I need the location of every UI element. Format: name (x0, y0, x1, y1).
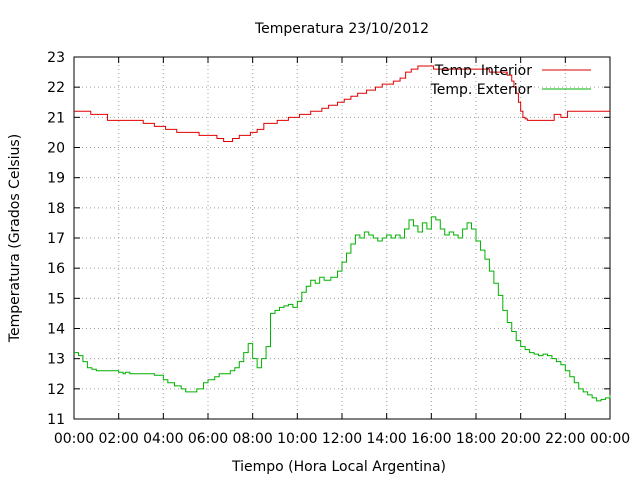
x-tick-label: 12:00 (322, 431, 362, 447)
x-tick-label: 18:00 (456, 431, 496, 447)
y-tick-label: 15 (47, 291, 65, 307)
legend-label-2: Temp. Exterior (430, 82, 533, 98)
tick-marks (73, 56, 611, 420)
x-tick-label: 14:00 (366, 431, 406, 447)
y-tick-label: 22 (47, 80, 65, 96)
y-tick-label: 12 (47, 382, 65, 398)
x-tick-label: 16:00 (411, 431, 451, 447)
y-tick-label: 19 (47, 171, 65, 187)
legend: Temp. Interior Temp. Exterior (430, 63, 591, 98)
grid (74, 57, 610, 419)
chart-title: Temperatura 23/10/2012 (254, 21, 429, 37)
y-tick-labels: 11 12 13 14 15 16 17 18 19 20 21 22 23 (47, 50, 65, 428)
y-tick-label: 20 (47, 141, 65, 157)
y-tick-label: 17 (47, 231, 65, 247)
x-tick-label: 02:00 (98, 431, 138, 447)
x-tick-label: 00:00 (54, 431, 94, 447)
y-tick-label: 11 (47, 412, 65, 428)
x-tick-labels: 00:00 02:00 04:00 06:00 08:00 10:00 12:00 14:00… (54, 431, 630, 447)
x-tick-label: 20:00 (500, 431, 540, 447)
x-axis-label: Tiempo (Hora Local Argentina) (231, 459, 446, 475)
y-axis-label: Temperatura (Grados Celsius) (7, 134, 23, 343)
y-tick-label: 16 (47, 261, 65, 277)
x-tick-label: 04:00 (143, 431, 183, 447)
y-tick-label: 23 (47, 50, 65, 66)
y-tick-label: 13 (47, 352, 65, 368)
x-tick-label: 08:00 (232, 431, 272, 447)
series-line-1 (74, 65, 610, 142)
series-lines (74, 65, 611, 402)
x-tick-label: 00:00 (590, 431, 630, 447)
y-tick-label: 21 (47, 110, 65, 126)
x-tick-label: 22:00 (545, 431, 585, 447)
x-tick-label: 06:00 (188, 431, 228, 447)
series-line-2 (74, 216, 611, 402)
legend-label-1: Temp. Interior (434, 63, 533, 79)
x-tick-label: 10:00 (277, 431, 317, 447)
y-tick-label: 14 (47, 322, 65, 338)
y-tick-label: 18 (47, 201, 65, 217)
